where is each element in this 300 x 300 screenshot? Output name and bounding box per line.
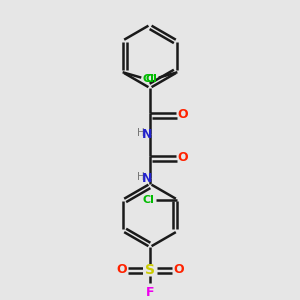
Text: S: S <box>145 262 155 277</box>
Text: O: O <box>177 108 188 121</box>
Text: H: H <box>137 128 145 138</box>
Text: F: F <box>146 286 154 299</box>
Bar <box>143 264 157 276</box>
Text: N: N <box>142 128 152 141</box>
Text: H: H <box>137 172 145 182</box>
Text: N: N <box>142 172 152 184</box>
Text: O: O <box>177 152 188 164</box>
Text: Cl: Cl <box>143 74 155 84</box>
Text: O: O <box>173 263 184 276</box>
Text: Cl: Cl <box>142 195 154 205</box>
Text: Cl: Cl <box>145 74 157 84</box>
Text: O: O <box>116 263 127 276</box>
